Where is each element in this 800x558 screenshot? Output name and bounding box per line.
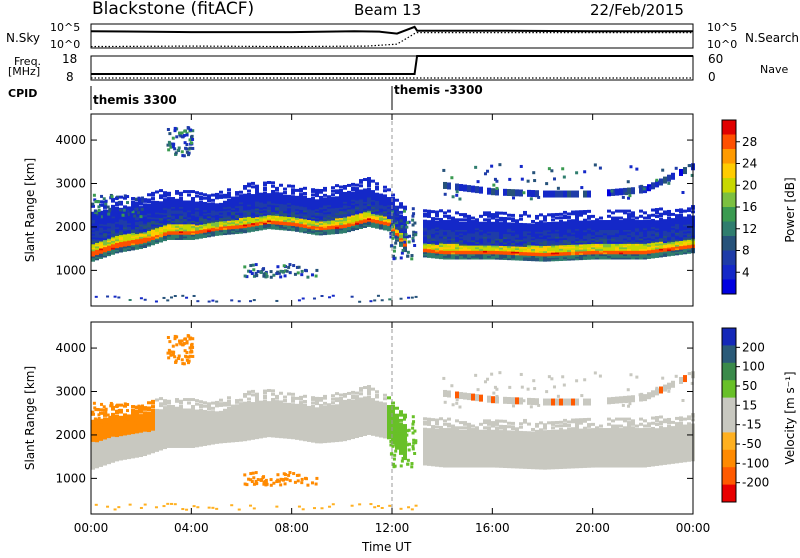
nave-tick-bottom: 0 bbox=[708, 71, 716, 83]
freq-panel-frame bbox=[91, 56, 693, 80]
power-colorbar-tick: 24 bbox=[742, 157, 757, 171]
noise-tick-right-bottom: 10^0 bbox=[707, 39, 737, 50]
plot-title: Blackstone (fitACF) bbox=[92, 1, 254, 18]
y-axis-title-velocity: Slant Range [km] bbox=[24, 366, 36, 470]
colorbars bbox=[722, 120, 740, 503]
beam-label: Beam 13 bbox=[354, 3, 421, 18]
nave-label: Nave bbox=[760, 64, 788, 75]
freq-tick-top: 18 bbox=[62, 53, 77, 65]
velocity-colorbar-tick: -100 bbox=[742, 456, 769, 470]
power-colorbar-tick: 12 bbox=[742, 222, 757, 236]
noise-tick-left-bottom: 10^0 bbox=[50, 39, 80, 50]
x-axis-title: Time UT bbox=[362, 541, 411, 553]
freq-line bbox=[91, 56, 693, 74]
velocity-colorbar-tick: -200 bbox=[742, 476, 769, 490]
velocity-colorbar-tick: 50 bbox=[742, 379, 757, 393]
x-tick-label: 00:00 bbox=[74, 521, 109, 535]
x-tick-label: 12:00 bbox=[375, 521, 410, 535]
x-tick-label: 16:00 bbox=[475, 521, 510, 535]
velocity-colorbar-tick: 100 bbox=[742, 360, 765, 374]
nsearch-line bbox=[91, 33, 693, 47]
power-colorbar-tick: 28 bbox=[742, 135, 757, 149]
x-tick-label: 08:00 bbox=[274, 521, 309, 535]
freq-unit-label: [MHz] bbox=[8, 66, 40, 77]
nave-tick-top: 60 bbox=[708, 53, 723, 65]
power-heatmap bbox=[91, 126, 695, 303]
axis-text: 00:00 04:00 08:00 12:00 16:00 20:00 00:00 4000 4… bbox=[55, 133, 769, 535]
y-tick-label: 3000 bbox=[55, 177, 86, 191]
cpid-label: CPID bbox=[8, 88, 37, 99]
cpid-segment-1: themis 3300 bbox=[93, 94, 177, 106]
date-label: 22/Feb/2015 bbox=[590, 3, 684, 18]
y-axis-title-power: Slant Range [km] bbox=[24, 158, 36, 262]
y-tick-label: 2000 bbox=[55, 220, 86, 234]
cpid-segment-2: themis -3300 bbox=[394, 84, 483, 96]
x-tick-label: 04:00 bbox=[174, 521, 209, 535]
velocity-colorbar-tick: -15 bbox=[742, 418, 762, 432]
power-colorbar-tick: 16 bbox=[742, 200, 757, 214]
y-tick-label: 1000 bbox=[55, 263, 86, 277]
power-colorbar-tick: 20 bbox=[742, 178, 757, 192]
noise-tick-left-top: 10^5 bbox=[50, 22, 80, 33]
nsearch-label: N.Search bbox=[745, 32, 799, 44]
y-tick-label: 2000 bbox=[55, 428, 86, 442]
noise-tick-right-top: 10^5 bbox=[707, 22, 737, 33]
nsky-label: N.Sky bbox=[6, 32, 40, 44]
velocity-colorbar-tick: 15 bbox=[742, 398, 757, 412]
panel-lines bbox=[91, 27, 693, 110]
x-tick-label: 20:00 bbox=[575, 521, 610, 535]
velocity-colorbar-tick: -50 bbox=[742, 437, 762, 451]
x-tick-label: 00:00 bbox=[676, 521, 711, 535]
y-tick-label: 3000 bbox=[55, 385, 86, 399]
power-colorbar-tick: 8 bbox=[742, 244, 750, 258]
y-tick-label: 1000 bbox=[55, 471, 86, 485]
y-tick-label: 4000 bbox=[55, 133, 86, 147]
velocity-colorbar-title: Velocity [m s⁻¹] bbox=[784, 371, 796, 464]
power-colorbar-tick: 4 bbox=[742, 265, 750, 279]
freq-tick-bottom: 8 bbox=[66, 71, 74, 83]
velocity-heatmap bbox=[91, 334, 695, 511]
power-colorbar-title: Power [dB] bbox=[784, 177, 796, 242]
velocity-colorbar-tick: 200 bbox=[742, 340, 765, 354]
y-tick-label: 4000 bbox=[55, 341, 86, 355]
